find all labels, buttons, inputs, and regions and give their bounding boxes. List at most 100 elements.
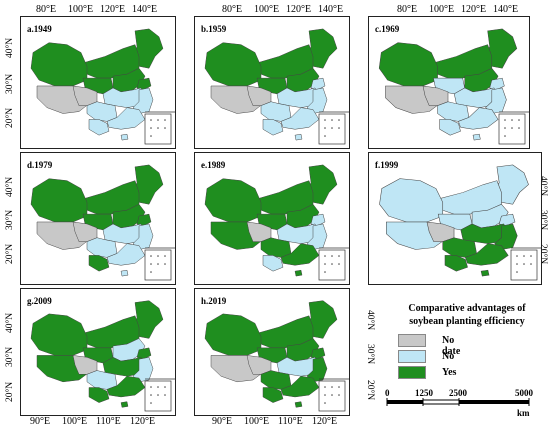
lat-tick: 40°N bbox=[5, 37, 15, 58]
south-china-sea-inset bbox=[144, 380, 172, 412]
map-panel-1969: c.1969 bbox=[368, 16, 530, 149]
lon-tick: 90°E bbox=[212, 416, 233, 427]
lat-tick: 40°N bbox=[5, 176, 15, 197]
region-east bbox=[132, 223, 154, 250]
south-china-sea-inset bbox=[318, 113, 346, 145]
region-xj bbox=[30, 178, 88, 223]
region-east bbox=[494, 223, 518, 250]
lon-tick: 100°E bbox=[244, 416, 270, 427]
legend-title-line2: soybean planting efficiency bbox=[409, 316, 525, 327]
region-sd bbox=[489, 77, 505, 91]
map-panel-1989: e.1989 bbox=[194, 152, 350, 285]
legend-swatch bbox=[398, 350, 426, 363]
scale-bar-graphic bbox=[386, 398, 530, 406]
region-hainan bbox=[120, 133, 129, 141]
map-panel-2019: h.2019 bbox=[194, 288, 350, 416]
south-china-sea-inset bbox=[144, 113, 172, 145]
panel-title: e.1989 bbox=[201, 160, 226, 170]
china-map-1989 bbox=[204, 164, 349, 281]
region-xj bbox=[204, 313, 262, 356]
lon-tick: 140°E bbox=[493, 4, 519, 15]
lon-tick: 120°E bbox=[461, 4, 487, 15]
map-panel-1959: b.1959 bbox=[194, 16, 350, 149]
region-hainan bbox=[294, 269, 303, 277]
region-hainan bbox=[294, 401, 303, 408]
region-south bbox=[464, 243, 509, 266]
lon-tick: 120°E bbox=[130, 416, 156, 427]
china-map-1969 bbox=[378, 28, 529, 145]
region-sd bbox=[136, 347, 152, 360]
region-yn bbox=[262, 387, 284, 403]
region-xj bbox=[379, 178, 444, 223]
china-map-1979 bbox=[30, 164, 175, 281]
legend-label: Yes bbox=[442, 367, 457, 378]
region-east bbox=[132, 87, 154, 114]
lon-tick: 100°E bbox=[254, 4, 280, 15]
panel-title: g.2009 bbox=[27, 296, 52, 306]
region-yn bbox=[88, 255, 110, 272]
south-china-sea-inset bbox=[510, 249, 538, 281]
region-xj bbox=[204, 42, 262, 87]
region-xj bbox=[30, 313, 88, 356]
region-south bbox=[458, 107, 499, 130]
lat-tick: 30°N bbox=[5, 73, 15, 94]
lon-tick: 120°E bbox=[100, 4, 126, 15]
region-yn bbox=[262, 119, 284, 136]
lat-tick: 20°N bbox=[5, 107, 15, 128]
legend-title-line1: Comparative advantages of bbox=[408, 303, 526, 314]
region-sd bbox=[310, 347, 326, 360]
region-xj bbox=[378, 42, 438, 87]
lon-tick: 140°E bbox=[132, 4, 158, 15]
panel-title: f.1999 bbox=[375, 160, 399, 170]
china-map-2019 bbox=[204, 300, 349, 412]
panel-title: a.1949 bbox=[27, 24, 52, 34]
china-map-1959 bbox=[204, 28, 349, 145]
lon-tick: 100°E bbox=[429, 4, 455, 15]
region-yn bbox=[88, 387, 110, 403]
lon-tick: 80°E bbox=[397, 4, 418, 15]
map-panel-1979: d.1979 bbox=[20, 152, 176, 285]
lat-tick: 20°N bbox=[365, 380, 375, 401]
legend-swatch bbox=[398, 366, 426, 379]
lon-tick: 80°E bbox=[222, 4, 243, 15]
lon-tick: 120°E bbox=[312, 416, 338, 427]
lon-tick: 90°E bbox=[30, 416, 51, 427]
scale-tick: 2500 bbox=[449, 388, 467, 398]
lat-tick: 20°N bbox=[5, 243, 15, 264]
scale-tick: 0 bbox=[385, 388, 390, 398]
south-china-sea-inset bbox=[318, 249, 346, 281]
china-map-1999 bbox=[379, 164, 541, 281]
lon-tick: 120°E bbox=[286, 4, 312, 15]
legend-label: No date bbox=[442, 335, 461, 357]
region-sd bbox=[498, 213, 516, 227]
region-hainan bbox=[120, 401, 129, 408]
map-panel-1999: f.1999 bbox=[368, 152, 542, 285]
scale-tick: 1250 bbox=[415, 388, 433, 398]
region-sd bbox=[310, 77, 326, 91]
lon-tick: 100°E bbox=[68, 4, 94, 15]
panel-title: h.2019 bbox=[201, 296, 227, 306]
map-panel-2009: g.2009 bbox=[20, 288, 176, 416]
scale-tick: 5000 bbox=[515, 388, 533, 398]
china-map-2009 bbox=[30, 300, 175, 412]
region-sd bbox=[136, 213, 152, 227]
panel-title: c.1969 bbox=[375, 24, 400, 34]
lat-tick: 20°N bbox=[5, 381, 15, 402]
region-yn bbox=[439, 119, 461, 136]
region-hainan bbox=[472, 133, 481, 141]
panel-title: b.1959 bbox=[201, 24, 227, 34]
region-xj bbox=[30, 42, 88, 87]
map-panel-1949: a.1949 bbox=[20, 16, 176, 149]
region-hainan bbox=[480, 269, 490, 277]
lon-tick: 110°E bbox=[278, 416, 303, 427]
region-xj bbox=[204, 178, 262, 223]
scale-bar: 0 1250 2500 5000 km bbox=[385, 388, 535, 418]
region-hainan bbox=[294, 133, 303, 141]
lat-tick: 30°N bbox=[5, 346, 15, 367]
legend-label: No bbox=[442, 351, 455, 362]
china-map-1949 bbox=[30, 28, 175, 145]
region-east bbox=[485, 87, 507, 114]
region-east bbox=[306, 87, 328, 114]
region-east bbox=[306, 357, 328, 383]
south-china-sea-inset bbox=[318, 380, 346, 412]
